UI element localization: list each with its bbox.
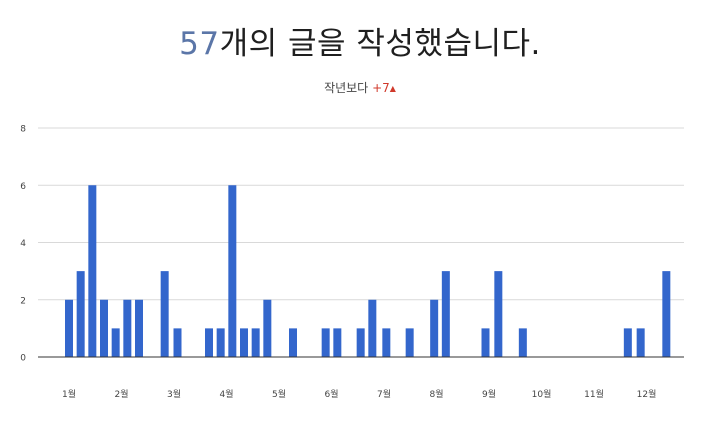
headline-text: 개의 글을 작성했습니다. (219, 26, 541, 62)
bar (623, 328, 632, 357)
bar (405, 328, 414, 357)
bar (123, 299, 132, 357)
x-tick-label: 11월 (584, 388, 604, 400)
bar (494, 271, 503, 357)
x-tick-label: 6월 (324, 388, 338, 400)
bar (333, 328, 342, 357)
y-tick-label: 8 (20, 125, 26, 135)
comparison-delta: +7 (372, 81, 390, 95)
comparison-label: 작년보다 (324, 81, 369, 95)
bar (228, 185, 237, 357)
bar (356, 328, 365, 357)
x-tick-label: 3월 (167, 388, 181, 400)
bar (263, 299, 272, 357)
x-tick-label: 10월 (532, 388, 552, 400)
bar (251, 328, 260, 357)
bar (636, 328, 645, 357)
bar (205, 328, 213, 357)
bar (100, 299, 108, 357)
bar (430, 299, 439, 357)
x-tick-label: 1월 (62, 388, 76, 400)
bar (518, 328, 527, 357)
bar (135, 299, 143, 357)
x-tick-label: 12월 (637, 388, 657, 400)
y-tick-label: 4 (20, 239, 26, 249)
x-tick-label: 7월 (377, 388, 391, 400)
y-tick-label: 2 (20, 296, 26, 306)
bar (111, 328, 120, 357)
bar (160, 271, 169, 357)
y-tick-label: 6 (20, 182, 26, 192)
bar (240, 328, 248, 357)
bar (441, 271, 450, 357)
up-arrow-icon: ▲ (389, 84, 396, 93)
x-tick-label: 4월 (219, 388, 233, 400)
bar (76, 271, 85, 357)
summary-headline: 57개의 글을 작성했습니다. (0, 18, 720, 63)
bar (382, 328, 391, 357)
y-tick-label: 0 (20, 354, 26, 364)
x-tick-label: 9월 (482, 388, 496, 400)
bar (481, 328, 490, 357)
x-tick-label: 8월 (429, 388, 443, 400)
bar (88, 185, 97, 357)
bar (65, 299, 73, 357)
bar (321, 328, 330, 357)
bar (289, 328, 297, 357)
bar (173, 328, 182, 357)
x-tick-label: 2월 (114, 388, 128, 400)
year-comparison: 작년보다 +7▲ (0, 79, 720, 96)
bar (662, 271, 671, 357)
bar (216, 328, 225, 357)
bar (368, 299, 377, 357)
x-tick-label: 5월 (272, 388, 286, 400)
post-count: 57 (179, 26, 220, 62)
